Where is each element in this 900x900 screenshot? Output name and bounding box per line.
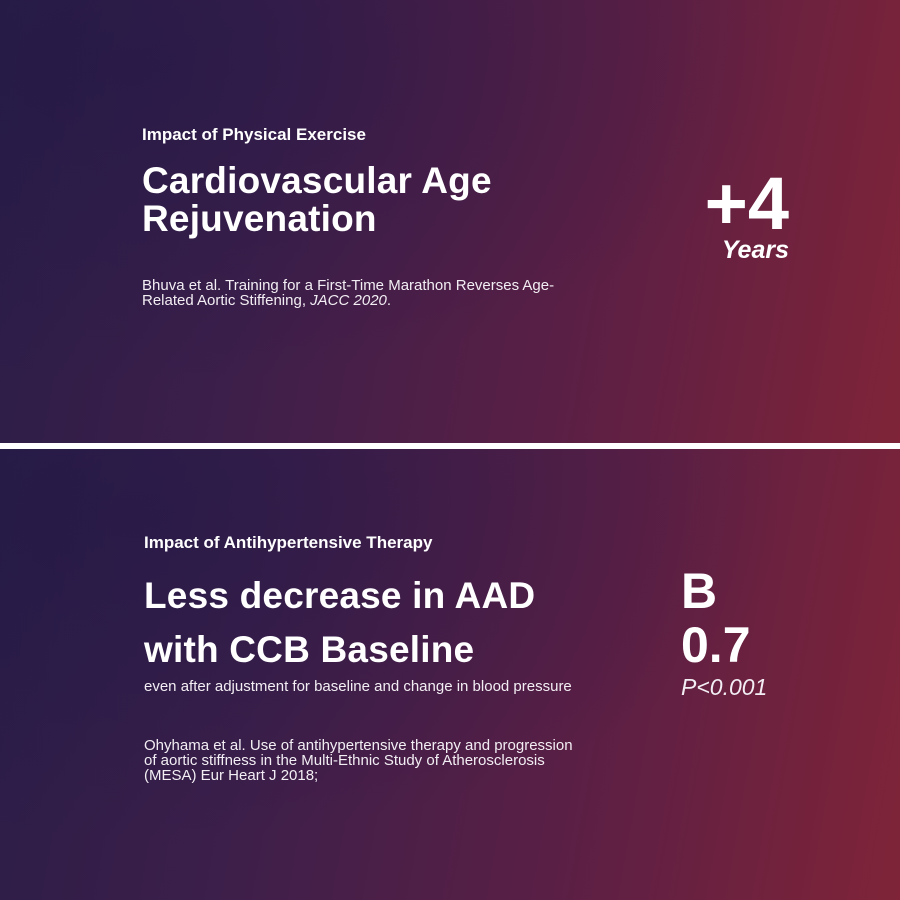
therapy-stat-p: P<0.001 (681, 674, 768, 700)
therapy-stat-label: B (681, 563, 718, 619)
exercise-citation: Bhuva et al. Training for a First-Time M… (142, 278, 662, 308)
therapy-title-line1: Less decrease in AAD (144, 575, 536, 616)
therapy-stat-value: 0.7 (681, 617, 751, 673)
therapy-title-line2: with CCB Baseline (144, 629, 475, 670)
exercise-title-line2: Rejuvenation (142, 198, 377, 239)
panel-divider (0, 443, 900, 449)
exercise-title-line1: Cardiovascular Age (142, 160, 492, 201)
exercise-citation-line2: Related Aortic Stiffening, JACC 2020. (142, 293, 662, 308)
therapy-citation-line2: of aortic stiffness in the Multi-Ethnic … (144, 752, 545, 769)
exercise-panel: Impact of Physical Exercise Cardiovascul… (0, 0, 900, 443)
exercise-citation-line1: Bhuva et al. Training for a First-Time M… (142, 277, 555, 294)
exercise-stat-unit: Years (721, 236, 789, 264)
exercise-citation-end: . (386, 292, 392, 309)
exercise-title: Cardiovascular Age Rejuvenation (142, 162, 602, 238)
therapy-panel: Impact of Antihypertensive Therapy Less … (0, 449, 900, 900)
therapy-title: Less decrease in AAD with CCB Baseline (144, 569, 644, 677)
therapy-kicker: Impact of Antihypertensive Therapy (144, 533, 433, 552)
therapy-citation-line1: Ohyhama et al. Use of antihypertensive t… (144, 737, 573, 754)
exercise-citation-journal: JACC 2020 (310, 292, 387, 309)
exercise-stat-value: +4 (704, 162, 789, 245)
exercise-citation-text: Related Aortic Stiffening, (142, 292, 311, 309)
therapy-citation-line3: (MESA) Eur Heart J 2018; (144, 767, 319, 784)
exercise-kicker: Impact of Physical Exercise (142, 125, 366, 144)
therapy-subtitle: even after adjustment for baseline and c… (144, 678, 572, 695)
therapy-citation: Ohyhama et al. Use of antihypertensive t… (144, 738, 664, 783)
